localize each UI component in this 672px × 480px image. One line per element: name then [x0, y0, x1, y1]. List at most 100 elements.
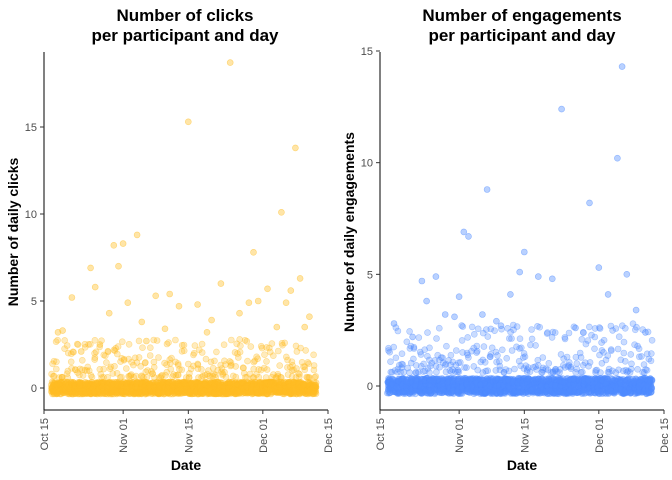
- engagements-data-point: [586, 199, 593, 207]
- clicks-data-point: [91, 354, 99, 361]
- engagements-data-point: [439, 359, 447, 367]
- clicks-points: [47, 59, 320, 398]
- engagements-data-point: [390, 320, 398, 327]
- clicks-data-point: [76, 371, 83, 379]
- engagements-data-point: [602, 356, 610, 364]
- clicks-data-point: [81, 343, 89, 351]
- clicks-data-point: [245, 299, 253, 307]
- clicks-data-point: [69, 348, 77, 356]
- clicks-data-point: [305, 374, 313, 381]
- clicks-data-point: [61, 337, 68, 344]
- clicks-data-point: [180, 347, 188, 355]
- clicks-data-point: [91, 349, 98, 357]
- engagements-data-point: [647, 376, 654, 384]
- engagements-data-point: [481, 358, 489, 366]
- clicks-data-point: [276, 362, 284, 369]
- clicks-data-point: [228, 336, 235, 344]
- clicks-data-point: [76, 365, 84, 373]
- engagements-data-point: [451, 313, 458, 321]
- clicks-data-point: [135, 337, 143, 345]
- clicks-data-point: [175, 371, 182, 379]
- clicks-data-point: [68, 364, 75, 372]
- clicks-data-point: [115, 262, 122, 270]
- engagements-data-point: [604, 291, 612, 298]
- engagements-data-point: [486, 353, 494, 361]
- engagements-data-point: [464, 334, 472, 341]
- engagements-data-point: [505, 367, 513, 375]
- clicks-data-point: [81, 340, 89, 348]
- engagements-data-point: [539, 354, 547, 361]
- clicks-data-point: [254, 297, 262, 305]
- clicks-y-axis-title: Number of daily clicks: [5, 157, 21, 306]
- clicks-data-point: [217, 280, 225, 287]
- engagements-data-point: [534, 273, 542, 280]
- engagements-data-point: [491, 327, 498, 335]
- clicks-data-point: [167, 365, 175, 373]
- clicks-data-point: [59, 327, 66, 334]
- clicks-data-point: [232, 363, 239, 370]
- clicks-data-point: [100, 365, 107, 373]
- engagements-panel: Number of engagements per participant an…: [341, 6, 671, 473]
- engagements-data-point: [607, 346, 615, 353]
- clicks-data-point: [74, 340, 81, 348]
- clicks-data-point: [237, 342, 244, 350]
- clicks-y-tick-label: 0: [31, 383, 37, 395]
- clicks-data-point: [243, 337, 251, 345]
- engagements-data-point: [623, 270, 631, 278]
- clicks-data-point: [166, 290, 173, 298]
- clicks-data-point: [273, 323, 281, 331]
- clicks-data-point: [150, 363, 158, 371]
- engagements-data-point: [580, 329, 587, 337]
- engagements-data-point: [627, 351, 635, 358]
- clicks-data-point: [203, 328, 211, 336]
- engagements-data-point: [642, 329, 649, 336]
- engagements-data-point: [631, 326, 639, 334]
- engagements-data-point: [465, 354, 472, 361]
- clicks-data-point: [138, 318, 146, 326]
- clicks-data-point: [212, 373, 219, 381]
- engagements-x-tick-label: Dec 15: [659, 418, 671, 453]
- clicks-data-point: [52, 338, 60, 346]
- engagements-y-tick-label: 0: [367, 381, 373, 393]
- engagements-data-point: [548, 275, 556, 283]
- engagements-data-point: [585, 323, 593, 331]
- engagements-data-point: [409, 333, 416, 341]
- engagements-data-point: [598, 339, 605, 346]
- engagements-data-point: [482, 367, 490, 375]
- clicks-data-point: [114, 343, 122, 350]
- engagements-data-point: [454, 368, 461, 376]
- engagements-data-point: [394, 327, 402, 335]
- clicks-x-tick-label: Dec 01: [258, 418, 270, 453]
- clicks-data-point: [268, 340, 276, 347]
- clicks-data-point: [61, 345, 68, 353]
- engagements-data-point: [415, 334, 423, 341]
- clicks-data-point: [105, 309, 113, 317]
- clicks-data-point: [302, 347, 310, 354]
- engagements-data-point: [493, 317, 500, 325]
- engagements-data-point: [426, 344, 433, 352]
- engagements-data-point: [513, 323, 521, 330]
- engagements-data-point: [503, 354, 511, 362]
- engagements-data-point: [615, 333, 623, 341]
- clicks-data-point: [63, 370, 71, 378]
- clicks-x-ticks: Oct 15 Nov 01 Nov 15 Dec 01 Dec 15: [39, 410, 335, 453]
- clicks-data-point: [142, 368, 150, 376]
- clicks-data-point: [147, 344, 154, 352]
- engagements-data-point: [511, 365, 518, 373]
- clicks-data-point: [175, 302, 183, 310]
- engagements-data-point: [597, 369, 604, 376]
- clicks-data-point: [110, 242, 118, 249]
- clicks-data-point: [50, 372, 58, 380]
- clicks-x-tick-label: Nov 15: [183, 418, 195, 453]
- clicks-data-point: [118, 354, 125, 362]
- clicks-data-point: [81, 366, 89, 374]
- clicks-data-point: [310, 351, 317, 359]
- engagements-y-tick-label: 15: [361, 46, 373, 58]
- clicks-data-point: [263, 366, 271, 373]
- clicks-data-point: [162, 371, 169, 379]
- engagements-chart-title-line2: per participant and day: [428, 26, 616, 45]
- engagements-data-point: [591, 333, 599, 341]
- clicks-data-point: [198, 349, 206, 356]
- clicks-data-point: [288, 358, 296, 366]
